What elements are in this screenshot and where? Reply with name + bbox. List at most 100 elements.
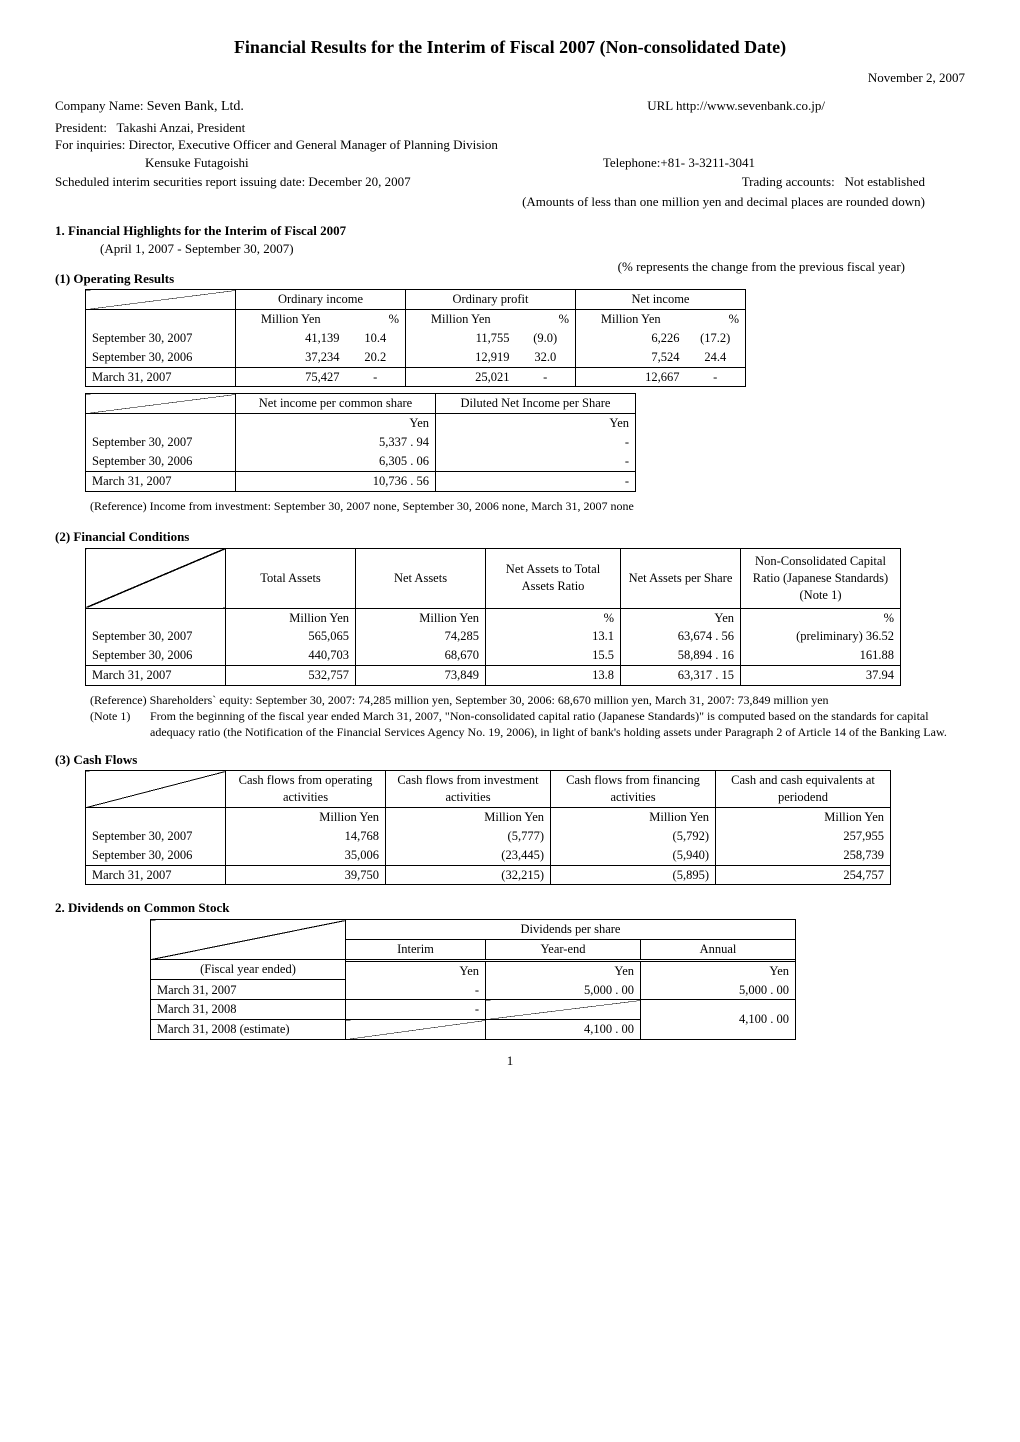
- unit-cell: %: [486, 608, 621, 627]
- data-cell: 5,337 . 94: [236, 433, 436, 452]
- col-header: Diluted Net Income per Share: [436, 394, 636, 414]
- diag-cell: [86, 290, 236, 310]
- operating-results-ref: (Reference) Income from investment: Sept…: [55, 498, 965, 514]
- row-label: March 31, 2007: [86, 367, 236, 387]
- col-header: Total Assets: [226, 548, 356, 608]
- data-cell: 6,305 . 06: [236, 452, 436, 471]
- unit-cell: Million Yen: [236, 309, 346, 328]
- data-cell: (32,215): [386, 865, 551, 885]
- row-label: September 30, 2006: [86, 452, 236, 471]
- col-header: Cash flows from financing activities: [551, 771, 716, 808]
- data-cell: (17.2): [686, 329, 746, 348]
- data-cell: -: [516, 367, 576, 387]
- table-row: March 31, 2007 75,427 - 25,021 - 12,667 …: [86, 367, 746, 387]
- url: http://www.sevenbank.co.jp/: [676, 98, 825, 113]
- contact-line: Kensuke Futagoishi Telephone:+81- 3-3211…: [55, 154, 965, 172]
- table-row: September 30, 2006 6,305 . 06 -: [86, 452, 636, 471]
- table-row: September 30, 2007 565,065 74,285 13.1 6…: [86, 627, 901, 646]
- schedule: Scheduled interim securities report issu…: [55, 173, 411, 191]
- unit-cell: Million Yen: [226, 807, 386, 826]
- company-name: Seven Bank, Ltd.: [147, 99, 244, 114]
- row-label: September 30, 2006: [86, 646, 226, 665]
- data-cell: 75,427: [236, 367, 346, 387]
- percent-note: (% represents the change from the previo…: [618, 258, 965, 288]
- data-cell: 74,285: [356, 627, 486, 646]
- table-row: March 31, 2007 532,757 73,849 13.8 63,31…: [86, 666, 901, 686]
- unit-cell: Million Yen: [576, 309, 686, 328]
- blank-cell: [86, 414, 236, 433]
- unit-cell: Yen: [236, 414, 436, 433]
- row-label: September 30, 2006: [86, 846, 226, 865]
- col-header: Cash and cash equivalents at periodend: [716, 771, 891, 808]
- data-cell: 10,736 . 56: [236, 471, 436, 491]
- diag-cell: [486, 1000, 641, 1020]
- table-row: Ordinary income Ordinary profit Net inco…: [86, 290, 746, 310]
- company-name-label: Company Name:: [55, 98, 147, 113]
- col-header: Ordinary income: [236, 290, 406, 310]
- page-number: 1: [55, 1052, 965, 1070]
- company-line: Company Name: Seven Bank, Ltd. URL http:…: [55, 97, 965, 117]
- row-label: September 30, 2007: [86, 627, 226, 646]
- section-1-period: (April 1, 2007 - September 30, 2007): [55, 240, 965, 258]
- unit-cell: Yen: [641, 961, 796, 980]
- col-header: Year-end: [486, 939, 641, 959]
- table-row: September 30, 2007 41,139 10.4 11,755 (9…: [86, 329, 746, 348]
- data-cell: 254,757: [716, 865, 891, 885]
- data-cell: (9.0): [516, 329, 576, 348]
- data-cell: 32.0: [516, 348, 576, 367]
- data-cell: 35,006: [226, 846, 386, 865]
- data-cell: -: [346, 1000, 486, 1020]
- col-header: Interim: [346, 939, 486, 959]
- data-cell: (5,895): [551, 865, 716, 885]
- data-cell: -: [436, 471, 636, 491]
- unit-cell: %: [686, 309, 746, 328]
- unit-cell: Million Yen: [226, 608, 356, 627]
- col-header: Net income per common share: [236, 394, 436, 414]
- unit-cell: Yen: [621, 608, 741, 627]
- data-cell: 6,226: [576, 329, 686, 348]
- data-cell: (preliminary) 36.52: [741, 627, 901, 646]
- data-cell: 257,955: [716, 827, 891, 846]
- diag-cell: [86, 394, 236, 414]
- blank-cell: [86, 608, 226, 627]
- note1-body: From the beginning of the fiscal year en…: [150, 708, 965, 740]
- data-cell: -: [346, 367, 406, 387]
- data-cell: 5,000 . 00: [641, 981, 796, 1000]
- data-cell: 5,000 . 00: [486, 981, 641, 1000]
- trading-label: Trading accounts:: [742, 174, 835, 189]
- row-label: March 31, 2008 (estimate): [151, 1020, 346, 1040]
- note1-label: (Note 1): [90, 708, 150, 740]
- data-cell: 20.2: [346, 348, 406, 367]
- table-row: March 31, 2007 39,750 (32,215) (5,895) 2…: [86, 865, 891, 885]
- row-label: March 31, 2007: [86, 666, 226, 686]
- data-cell: -: [346, 981, 486, 1000]
- diag-cell: [86, 771, 226, 808]
- table-row: March 31, 2007 - 5,000 . 00 5,000 . 00: [151, 981, 796, 1000]
- schedule-line: Scheduled interim securities report issu…: [55, 173, 965, 191]
- col-header: Net Assets: [356, 548, 486, 608]
- data-cell: 68,670: [356, 646, 486, 665]
- col-header: Cash flows from investment activities: [386, 771, 551, 808]
- data-cell: 73,849: [356, 666, 486, 686]
- data-cell: 15.5: [486, 646, 621, 665]
- data-cell: (5,777): [386, 827, 551, 846]
- col-header: Net income: [576, 290, 746, 310]
- table-row: September 30, 2006 37,234 20.2 12,919 32…: [86, 348, 746, 367]
- data-cell: 565,065: [226, 627, 356, 646]
- data-cell: 4,100 . 00: [641, 1000, 796, 1040]
- diag-cell: [151, 920, 346, 960]
- data-cell: 13.8: [486, 666, 621, 686]
- table-row: September 30, 2006 35,006 (23,445) (5,94…: [86, 846, 891, 865]
- table-row: September 30, 2007 14,768 (5,777) (5,792…: [86, 827, 891, 846]
- table-row: Cash flows from operating activities Cas…: [86, 771, 891, 808]
- unit-cell: Million Yen: [716, 807, 891, 826]
- table-row: September 30, 2006 440,703 68,670 15.5 5…: [86, 646, 901, 665]
- data-cell: 24.4: [686, 348, 746, 367]
- data-cell: 12,667: [576, 367, 686, 387]
- operating-results-table-a: Ordinary income Ordinary profit Net inco…: [85, 289, 746, 387]
- unit-cell: Million Yen: [356, 608, 486, 627]
- row-label: September 30, 2007: [86, 433, 236, 452]
- data-cell: 13.1: [486, 627, 621, 646]
- contact-name: Kensuke Futagoishi: [55, 154, 249, 172]
- data-cell: 39,750: [226, 865, 386, 885]
